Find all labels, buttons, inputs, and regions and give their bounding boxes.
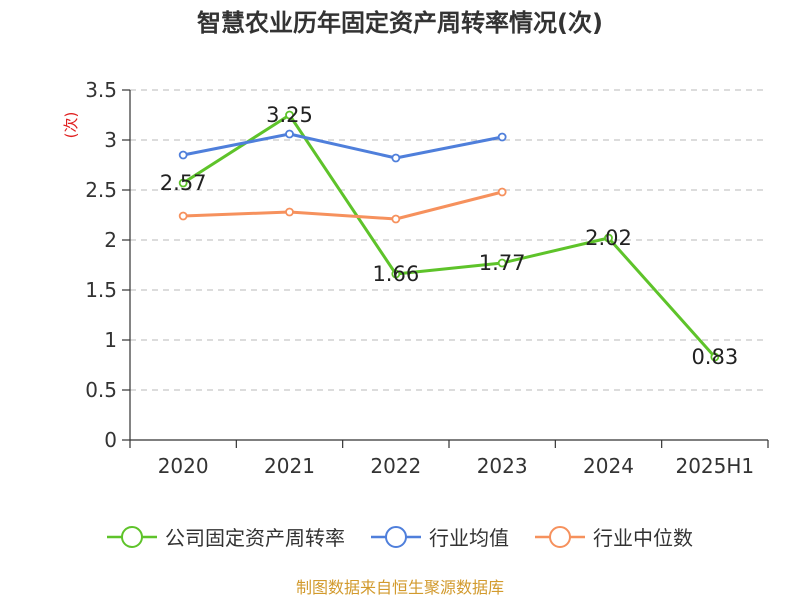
y-tick-label: 0 — [104, 428, 117, 452]
data-point — [604, 233, 613, 243]
legend-marker[interactable] — [121, 526, 143, 548]
y-tick-label: 3.5 — [85, 78, 117, 102]
chart-title: 智慧农业历年固定资产周转率情况(次) — [197, 9, 603, 37]
y-tick-label: 2 — [104, 228, 117, 252]
legend-label: 行业中位数 — [593, 526, 693, 550]
data-point — [285, 110, 294, 120]
data-point — [391, 214, 401, 224]
legend-label: 行业均值 — [429, 526, 509, 550]
y-tick-label: 1 — [104, 328, 117, 352]
series-line — [182, 132, 503, 160]
data-point — [285, 129, 294, 139]
data-label: 2.02 — [585, 226, 632, 250]
data-label: 1.66 — [372, 262, 419, 286]
y-axis-label: (次) — [62, 112, 80, 139]
y-tick-label: 3 — [104, 128, 117, 152]
y-tick-label: 0.5 — [85, 378, 117, 402]
series-line — [182, 113, 716, 358]
x-tick-label: 2023 — [477, 454, 528, 478]
x-tick-label: 2024 — [583, 454, 634, 478]
data-point — [710, 352, 720, 362]
data-point — [285, 207, 294, 217]
x-tick-label: 2025H1 — [675, 454, 754, 478]
data-point — [391, 153, 401, 163]
data-label: 1.77 — [479, 251, 526, 275]
legend-marker[interactable] — [385, 526, 407, 548]
source-note: 制图数据来自恒生聚源数据库 — [295, 578, 504, 597]
data-point — [497, 132, 507, 142]
data-point — [497, 187, 507, 197]
y-tick-label: 1.5 — [85, 278, 117, 302]
series-line — [183, 190, 503, 221]
data-point — [178, 178, 188, 188]
data-point — [497, 258, 507, 268]
legend-marker[interactable] — [549, 526, 571, 548]
x-tick-label: 2021 — [264, 454, 315, 478]
legend-label: 公司固定资产周转率 — [165, 526, 345, 550]
y-tick-label: 2.5 — [85, 178, 117, 202]
data-point — [178, 211, 188, 221]
data-point — [391, 269, 401, 279]
data-label: 2.57 — [160, 171, 207, 195]
x-tick-label: 2020 — [158, 454, 209, 478]
data-point — [178, 150, 188, 160]
x-tick-label: 2022 — [370, 454, 421, 478]
data-label: 3.25 — [266, 103, 313, 127]
data-label: 0.83 — [691, 345, 738, 369]
